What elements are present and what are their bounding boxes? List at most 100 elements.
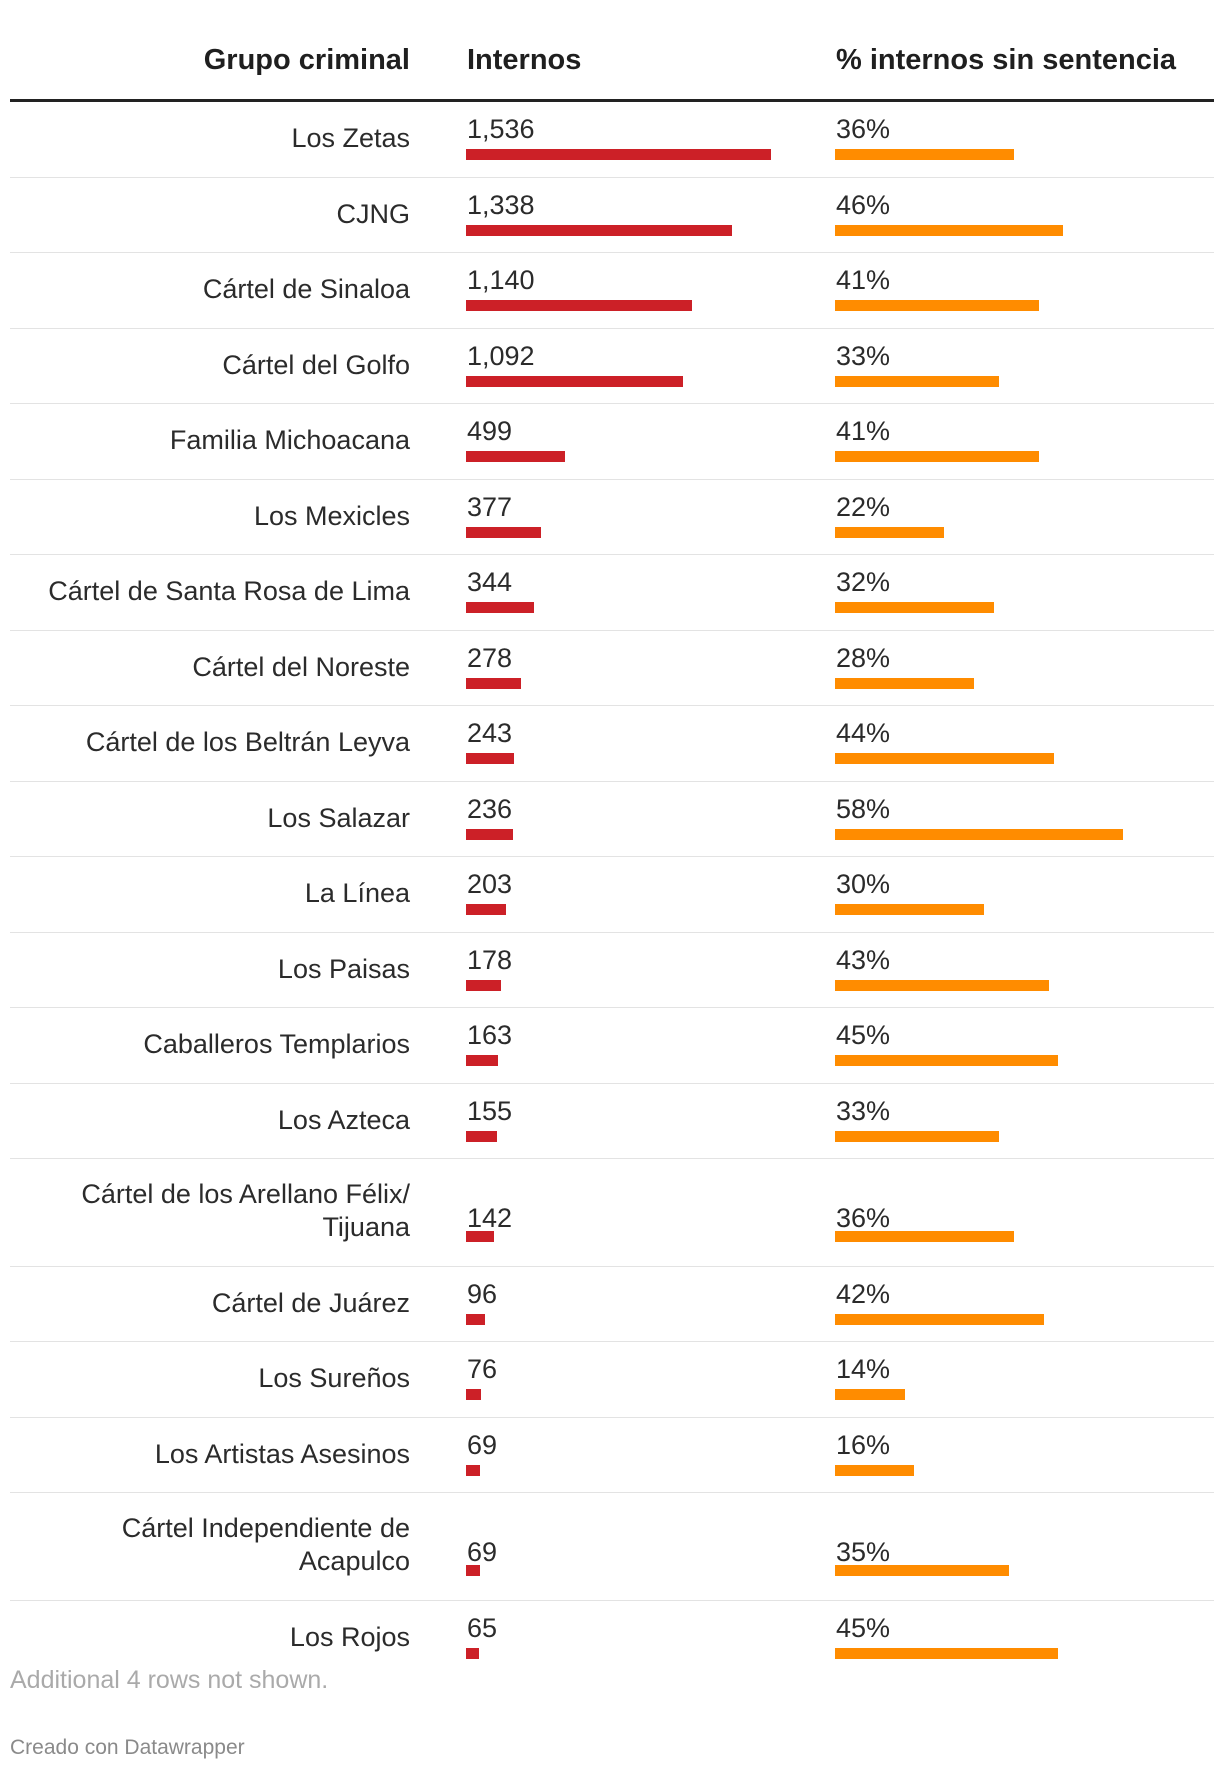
internos-bar — [466, 1130, 497, 1142]
pct-value: 30% — [836, 869, 891, 899]
row-label: Cártel de los Arellano Félix/ Tijuana — [81, 1179, 410, 1242]
row-label: Cártel de Juárez — [211, 1287, 410, 1318]
pct-bar — [835, 451, 1039, 462]
internos-value: 69 — [467, 1537, 498, 1567]
table-row: Caballeros Templarios 163 45% — [10, 1008, 1214, 1084]
internos-value: 377 — [467, 491, 513, 522]
row-label: Los Paisas — [277, 953, 410, 984]
pct-bar — [835, 300, 1039, 311]
internos-bar — [466, 979, 502, 991]
table-row: Los Mexicles 377 22% — [10, 480, 1214, 555]
pct-bar — [835, 1565, 1009, 1576]
footer-credit: Creado con Datawrapper — [10, 1736, 245, 1759]
table-row: Los Salazar 236 58% — [10, 782, 1214, 857]
internos-bar — [466, 677, 522, 689]
internos-bar — [466, 1231, 495, 1242]
internos-value: 142 — [467, 1203, 513, 1233]
pct-value: 36% — [836, 1203, 891, 1233]
internos-bar — [466, 224, 732, 236]
pct-bar — [835, 526, 945, 538]
pct-bar — [835, 1647, 1059, 1659]
pct-bar — [835, 979, 1049, 991]
pct-bar — [835, 149, 1014, 160]
pct-value: 45% — [836, 1612, 891, 1643]
internos-value: 163 — [467, 1020, 513, 1050]
pct-bar — [835, 1313, 1044, 1325]
internos-bar — [466, 375, 683, 387]
pct-bar — [835, 224, 1064, 236]
pct-value: 44% — [836, 718, 891, 748]
internos-bar — [466, 526, 541, 538]
internos-bar — [466, 300, 693, 311]
table-header: Grupo criminal Internos % internos sin s… — [10, 0, 1214, 102]
internos-value: 243 — [467, 718, 513, 748]
pct-value: 33% — [836, 340, 891, 371]
row-label: Cártel del Noreste — [192, 651, 410, 682]
row-label: Los Rojos — [289, 1621, 410, 1652]
table-row: Los Azteca 155 33% — [10, 1084, 1214, 1159]
table-row: Cártel de Sinaloa 1,140 41% — [10, 253, 1214, 329]
row-label: Los Azteca — [277, 1104, 410, 1135]
pct-bar — [835, 1231, 1014, 1242]
internos-bar — [466, 602, 535, 613]
table-row: Cártel del Noreste 278 28% — [10, 631, 1214, 706]
row-label: Familia Michoacana — [169, 425, 410, 455]
internos-value: 1,338 — [467, 189, 535, 220]
table-row: Cártel de Juárez 96 42% — [10, 1267, 1214, 1342]
pct-bar — [835, 753, 1054, 764]
pct-value: 35% — [836, 1537, 891, 1567]
pct-bar — [835, 375, 999, 387]
pct-value: 22% — [836, 491, 891, 522]
internos-value: 155 — [467, 1095, 513, 1126]
internos-bar — [466, 904, 507, 915]
table-row: Cártel de los Arellano Félix/ Tijuana 142… — [10, 1159, 1214, 1267]
internos-value: 344 — [467, 567, 513, 597]
internos-bar — [466, 1389, 482, 1400]
pct-bar — [835, 602, 994, 613]
internos-value: 1,140 — [467, 265, 535, 295]
pct-value: 33% — [836, 1095, 891, 1126]
internos-value: 203 — [467, 869, 513, 899]
pct-value: 41% — [836, 416, 891, 446]
pct-value: 16% — [836, 1429, 891, 1460]
internos-bar — [466, 1647, 479, 1659]
pct-value: 32% — [836, 567, 891, 597]
pct-value: 28% — [836, 642, 891, 673]
pct-value: 43% — [836, 944, 891, 975]
internos-value: 65 — [467, 1612, 498, 1643]
internos-value: 1,536 — [467, 114, 535, 144]
table-row: CJNG 1,338 46% — [10, 178, 1214, 253]
column-header-group[interactable]: Grupo criminal — [203, 44, 410, 76]
table-row: Cártel Independiente de Acapulco 69 35% — [10, 1493, 1214, 1601]
row-label: Caballeros Templarios — [143, 1029, 410, 1059]
table-row: Los Sureños 76 14% — [10, 1342, 1214, 1418]
column-header-pct[interactable]: % internos sin sentencia — [836, 44, 1177, 76]
pct-value: 36% — [836, 114, 891, 144]
internos-bar — [466, 1055, 499, 1066]
table-row: Los Rojos 65 45% — [10, 1601, 1214, 1677]
internos-value: 278 — [467, 642, 513, 673]
internos-bar — [466, 1464, 480, 1476]
table-row: Los Paisas 178 43% — [10, 933, 1214, 1008]
row-label: Cártel del Golfo — [222, 349, 410, 380]
pct-value: 41% — [836, 265, 891, 295]
internos-bar — [466, 149, 771, 160]
pct-bar — [835, 1130, 999, 1142]
table-row: Los Artistas Asesinos 69 16% — [10, 1418, 1214, 1493]
table-row: Cártel de Santa Rosa de Lima 344 32% — [10, 555, 1214, 631]
pct-value: 46% — [836, 189, 891, 220]
pct-bar — [835, 1389, 905, 1400]
row-label: Los Artistas Asesinos — [154, 1438, 410, 1469]
pct-bar — [835, 677, 974, 689]
internos-value: 76 — [467, 1354, 498, 1384]
table-row: Los Zetas 1,536 36% — [10, 102, 1214, 178]
internos-bar — [466, 451, 566, 462]
column-header-internos[interactable]: Internos — [467, 44, 582, 76]
internos-value: 178 — [467, 944, 513, 975]
internos-value: 499 — [467, 416, 513, 446]
pct-value: 58% — [836, 793, 891, 824]
row-label: Los Sureños — [258, 1363, 410, 1393]
row-label: Los Salazar — [267, 802, 410, 833]
pct-bar — [835, 1464, 915, 1476]
table-row: La Línea 203 30% — [10, 857, 1214, 933]
